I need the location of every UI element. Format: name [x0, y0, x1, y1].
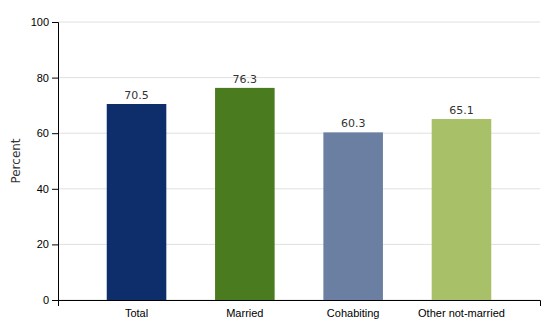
- bar: [432, 119, 492, 300]
- tick-label: Cohabiting: [327, 307, 380, 319]
- tick-label: 100: [31, 16, 49, 28]
- y-axis: 0 20 40 60 80 100: [31, 16, 59, 306]
- data-label: 65.1: [449, 104, 474, 117]
- tick-label: Total: [125, 307, 148, 319]
- tick: 20: [37, 238, 58, 250]
- tick-mark: [52, 133, 58, 134]
- tick-mark: [52, 189, 58, 190]
- tick-mark: [52, 22, 58, 23]
- tick-mark: [52, 78, 58, 79]
- tick-mark: [52, 244, 58, 245]
- bar: [323, 132, 383, 300]
- tick: Other not-married: [418, 307, 505, 319]
- axis-line: [52, 23, 59, 301]
- bar: [107, 104, 167, 300]
- tick-label: 80: [37, 72, 49, 84]
- data-label: 70.5: [124, 89, 149, 102]
- grid: [58, 22, 540, 300]
- plot: 0 20 40 60 80 100 Total Married Cohabiting Other …: [31, 16, 541, 319]
- tick-label: Other not-married: [418, 307, 505, 319]
- tick-label: 60: [37, 127, 49, 139]
- bar: [215, 88, 275, 300]
- tick: Cohabiting: [327, 307, 380, 319]
- grid-line: [58, 77, 540, 78]
- tick: 40: [37, 183, 58, 195]
- tick: 60: [37, 127, 58, 139]
- tick: 80: [37, 72, 58, 84]
- data-label: 60.3: [341, 117, 366, 130]
- tick: Married: [226, 307, 263, 319]
- tick: 100: [31, 16, 58, 28]
- tick: Total: [125, 307, 148, 319]
- y-axis-title: Percent: [9, 138, 23, 183]
- grid-line: [58, 22, 540, 23]
- tick-label: 0: [43, 294, 49, 306]
- tick-label: Married: [226, 307, 263, 319]
- x-axis: Total Married Cohabiting Other not-married: [59, 301, 541, 319]
- chart: 0 20 40 60 80 100 Total Married Cohabiting Other …: [0, 0, 560, 334]
- data-labels: 70.5 76.3 60.3 65.1: [124, 73, 473, 130]
- data-label: 76.3: [233, 73, 258, 86]
- tick-label: 20: [37, 238, 49, 250]
- tick-mark: [52, 300, 58, 301]
- tick-label: 40: [37, 183, 49, 195]
- tick: 0: [43, 294, 58, 306]
- bars: [107, 88, 492, 300]
- axis-line: [59, 301, 541, 307]
